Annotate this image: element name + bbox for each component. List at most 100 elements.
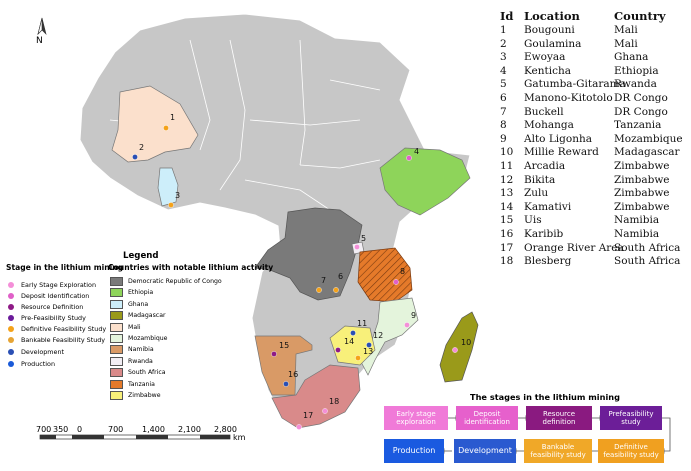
table-body: 1 Bougouni Mali 2 Goulamina Mali 3 Ewoyaa Ghana 4… xyxy=(494,24,690,269)
table-row: 16 Karibib Namibia xyxy=(494,228,690,242)
country-tanzania xyxy=(357,247,413,303)
country-legend-item: Namibia xyxy=(110,345,154,355)
scale-tick-label: 350 xyxy=(53,425,69,434)
country-mozambique xyxy=(359,297,419,376)
site-label: 9 xyxy=(411,311,416,320)
row-id: 9 xyxy=(500,132,507,145)
row-location: Mohanga xyxy=(524,119,574,132)
table-row: 15 Uis Namibia xyxy=(494,214,690,228)
country-namibia xyxy=(254,335,313,396)
row-id: 3 xyxy=(500,51,507,64)
country-legend-item: Madagascar xyxy=(110,311,166,321)
scale-tick-label: 2,800 xyxy=(214,425,237,434)
country-swatch-icon xyxy=(110,322,123,332)
row-location: Arcadia xyxy=(524,159,566,172)
stage-label: Bankable Feasibility Study xyxy=(21,336,106,344)
country-label: South Africa xyxy=(128,369,166,377)
row-country: Ghana xyxy=(614,51,649,64)
row-id: 5 xyxy=(500,78,507,91)
country-ethiopia xyxy=(379,147,471,216)
site-marker xyxy=(271,351,277,357)
stage-dot-icon xyxy=(8,361,14,367)
country-label: Namibia xyxy=(128,346,154,354)
country-swatch-icon xyxy=(110,277,123,286)
country-legend-item: Ghana xyxy=(110,299,149,309)
header-country: Country xyxy=(614,9,666,23)
row-location: Bougouni xyxy=(524,24,575,36)
stage-legend-item: Definitive Feasibility Study xyxy=(8,325,106,333)
row-country: Zimbabwe xyxy=(614,200,670,213)
site-marker xyxy=(168,202,174,208)
table-row: 4 Kenticha Ethiopia xyxy=(494,65,690,79)
country-label: Tanzania xyxy=(128,380,155,388)
row-country: Mozambique xyxy=(614,132,683,145)
countries-legend-title: Countries with notable lithium activity xyxy=(108,263,274,272)
stage-legend-item: Deposit Identification xyxy=(8,292,89,300)
row-location: Blesberg xyxy=(524,255,572,268)
site-marker xyxy=(393,279,399,285)
country-legend-item: Mali xyxy=(110,322,141,332)
stage-legend-item: Resource Definition xyxy=(8,303,83,311)
country-zimbabwe xyxy=(329,325,376,366)
stage-label: Definitive Feasibility Study xyxy=(21,325,107,333)
row-country: Zimbabwe xyxy=(614,159,670,172)
table-row: 9 Alto Ligonha Mozambique xyxy=(494,133,690,147)
row-location: Ewoyaa xyxy=(524,51,566,64)
row-country: DR Congo xyxy=(614,105,668,118)
stage-dot-icon xyxy=(8,349,14,355)
row-location: Millie Reward xyxy=(524,146,599,159)
stage-legend-title: Stage in the lithium mining xyxy=(6,263,124,272)
row-country: Namibia xyxy=(614,214,660,227)
country-label: Ghana xyxy=(128,300,149,308)
flow-step-box: Definitive feasibility study xyxy=(598,439,664,463)
flow-title: The stages in the lithium mining xyxy=(470,392,620,402)
row-id: 12 xyxy=(500,173,514,186)
stage-dot-icon xyxy=(8,326,14,332)
flow-step-box: Resource definition xyxy=(526,406,592,430)
country-swatch-icon xyxy=(110,356,123,366)
row-country: Madagascar xyxy=(614,146,680,159)
country-swatch-icon xyxy=(110,391,123,400)
country-label: Ethiopia xyxy=(128,289,154,297)
table-row: 14 Kamativi Zimbabwe xyxy=(494,201,690,215)
site-label: 7 xyxy=(321,276,326,285)
row-id: 4 xyxy=(500,64,507,77)
row-location: Kamativi xyxy=(524,200,572,213)
row-country: Zimbabwe xyxy=(614,187,670,200)
flow-step-box: Deposit identification xyxy=(456,406,518,430)
table-row: 5 Gatumba-Gitarama Rwanda xyxy=(494,78,690,92)
row-id: 6 xyxy=(500,91,507,104)
stage-label: Early Stage Exploration xyxy=(21,281,97,289)
stage-label: Deposit Identification xyxy=(21,292,90,300)
row-location: Goulamina xyxy=(524,37,582,50)
country-swatch-icon xyxy=(110,345,123,355)
site-marker xyxy=(316,287,322,293)
country-label: Mozambique xyxy=(128,335,168,342)
scale-tick-label: 700 xyxy=(108,425,124,434)
stage-dot-icon xyxy=(8,293,14,299)
country-legend-item: Democratic Republic of Congo xyxy=(110,277,222,286)
stage-label: Production xyxy=(21,360,55,368)
site-label: 4 xyxy=(414,147,419,156)
row-id: 1 xyxy=(500,24,507,36)
scale-bar xyxy=(39,434,231,440)
country-legend-item: South Africa xyxy=(110,368,166,378)
table-row: 7 Buckell DR Congo xyxy=(494,106,690,120)
stage-dot-icon xyxy=(8,304,14,310)
country-legend-item: Rwanda xyxy=(110,356,153,366)
table-row: 2 Goulamina Mali xyxy=(494,38,690,52)
country-swatch-icon xyxy=(110,379,123,389)
site-label: 15 xyxy=(279,341,289,350)
north-label: N xyxy=(36,36,43,46)
table-row: 6 Manono-Kitotolo DR Congo xyxy=(494,92,690,106)
row-country: Zimbabwe xyxy=(614,173,670,186)
row-country: Ethiopia xyxy=(614,64,659,77)
row-location: Orange River Area xyxy=(524,241,624,254)
scale-tick-label: 700 xyxy=(36,425,52,434)
table-row: 18 Blesberg South Africa xyxy=(494,255,690,269)
legend-title: Legend xyxy=(123,251,159,261)
table-row: 3 Ewoyaa Ghana xyxy=(494,51,690,65)
row-id: 13 xyxy=(500,187,514,200)
stage-dot-icon xyxy=(8,337,14,343)
